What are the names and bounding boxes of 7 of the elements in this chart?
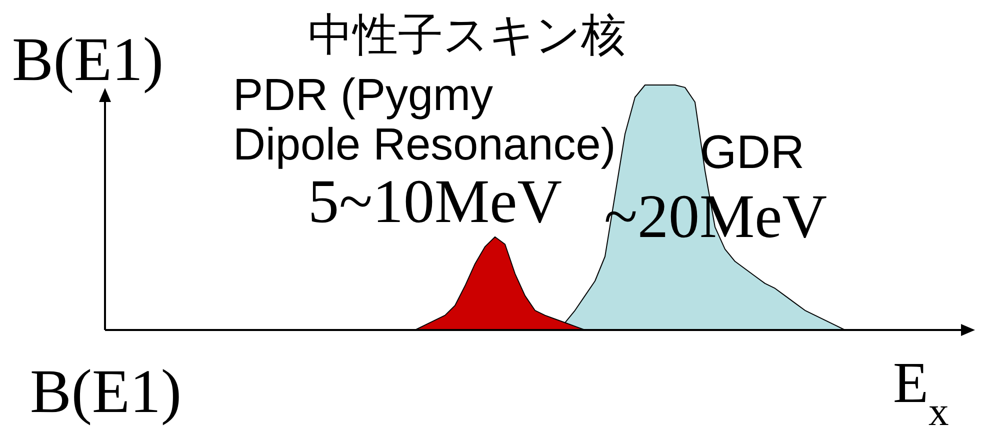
ylabel: B(E1) — [12, 26, 164, 94]
title: 中性子スキン核 — [308, 9, 626, 60]
annotation: PDR (Pygmy Dipole Resonance) — [233, 69, 616, 170]
annotation: GDR — [700, 125, 804, 178]
annotation: 5~10MeV — [308, 168, 562, 236]
annotation: B(E1) — [30, 358, 182, 426]
xlabel: E$_{x}$ — [893, 350, 949, 432]
